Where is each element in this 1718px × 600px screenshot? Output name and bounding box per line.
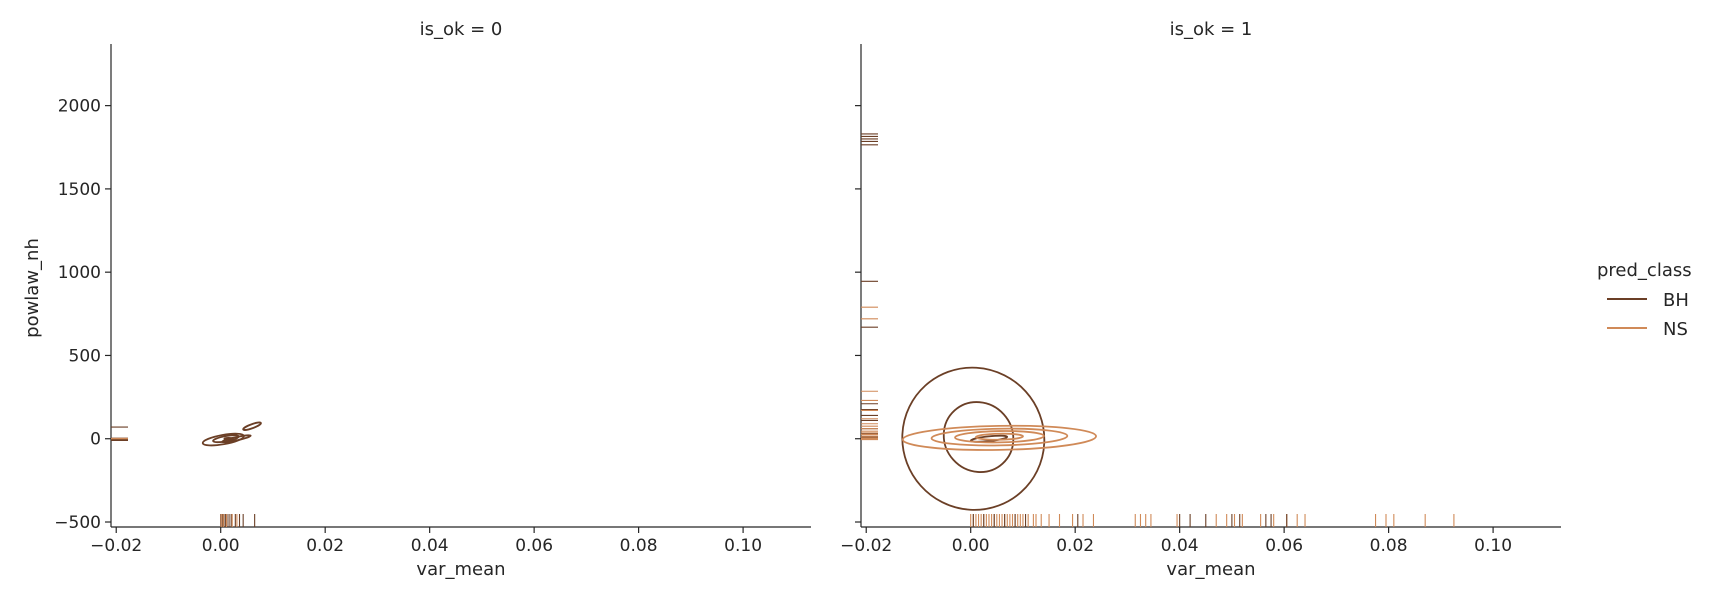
x-tick-label: 0.02 <box>306 536 344 556</box>
x-tick-label: 0.10 <box>1474 536 1512 556</box>
y-tick-label: 1000 <box>58 263 101 283</box>
kde-contour-bh <box>969 434 1009 443</box>
kde-contour-ns <box>954 430 1045 444</box>
x-tick-label: 0.10 <box>724 536 762 556</box>
y-tick-label: 2000 <box>58 97 101 117</box>
x-tick-label: 0.06 <box>1265 536 1303 556</box>
x-tick-label: 0.04 <box>1161 536 1199 556</box>
x-tick-label: −0.02 <box>840 536 892 556</box>
kde-contour-ns <box>901 424 1097 451</box>
x-tick-label: 0.04 <box>411 536 449 556</box>
y-tick-label: 1500 <box>58 180 101 200</box>
x-tick-label: 0.08 <box>620 536 658 556</box>
kde-contour-bh <box>242 421 262 431</box>
kde-contour-ns <box>975 432 1024 441</box>
kde-contour-bh <box>221 434 252 444</box>
legend-title: pred_class <box>1597 260 1692 281</box>
legend-label-ns: NS <box>1663 319 1688 340</box>
kde-contour-ns <box>930 427 1069 447</box>
x-tick-label: 0.00 <box>202 536 240 556</box>
x-tick-label: −0.02 <box>90 536 142 556</box>
panel-title-is-ok-1: is_ok = 1 <box>1170 19 1253 40</box>
facet-panel-is-ok-0: −0.02 0.00 0.02 0.04 0.06 0.08 0.10 −500 0 500 100… <box>54 44 811 556</box>
x-axis-label-panel-1: var_mean <box>1166 559 1255 580</box>
kde-contour-bh <box>942 401 1015 473</box>
x-tick-label: 0.00 <box>952 536 990 556</box>
x-tick-label: 0.06 <box>515 536 553 556</box>
legend: pred_class BH NS <box>1597 260 1692 340</box>
kde-contour-bh <box>223 436 234 441</box>
x-tick-label: 0.02 <box>1056 536 1094 556</box>
y-tick-label: 0 <box>90 430 101 450</box>
facet-panel-is-ok-1: −0.02 0.00 0.02 0.04 0.06 0.08 0.10 <box>840 44 1561 556</box>
legend-label-bh: BH <box>1663 290 1689 311</box>
y-tick-label: 500 <box>69 346 101 366</box>
panel-title-is-ok-0: is_ok = 0 <box>420 19 503 40</box>
kde-contour-bh <box>901 366 1046 511</box>
x-axis-label-panel-0: var_mean <box>416 559 505 580</box>
y-tick-label: −500 <box>54 513 101 533</box>
x-tick-label: 0.08 <box>1370 536 1408 556</box>
y-axis-label: powlaw_nh <box>22 238 43 338</box>
